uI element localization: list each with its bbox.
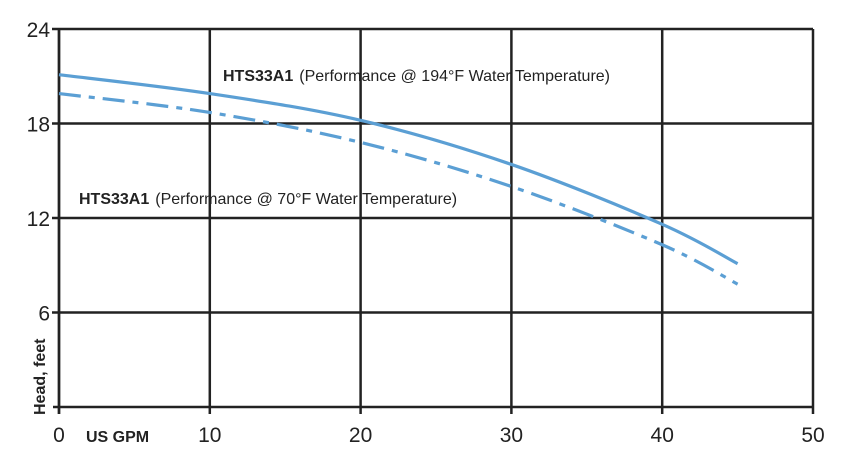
tick-labels: 0 10 20 30 40 50 6 12 18 24 [27,19,825,447]
x-tick-label: 20 [349,424,372,447]
y-axis-label: Head, feet [32,338,49,415]
x-tick-label: 50 [801,424,824,447]
series-model: HTS33A1 [223,68,293,85]
series-note: (Performance @ 194°F Water Temperature) [299,68,610,85]
grid [52,27,815,414]
series-model: HTS33A1 [79,191,149,208]
x-axis-label: US GPM [86,429,149,446]
x-tick-label: 0 [53,424,65,447]
x-tick-label: 40 [651,424,674,447]
series-note: (Performance @ 70°F Water Temperature) [155,191,457,208]
x-tick-label: 30 [500,424,523,447]
curve-194f [58,73,739,266]
y-tick-label: 12 [27,208,50,231]
series-label-194f: HTS33A1 (Performance @ 194°F Water Temper… [223,68,610,85]
curves [58,73,739,286]
y-tick-label: 24 [27,19,51,42]
y-tick-label: 18 [27,114,50,137]
curve-70f [58,91,739,286]
series-label-70f: HTS33A1 (Performance @ 70°F Water Tempera… [79,191,457,208]
y-tick-label: 6 [38,303,50,326]
x-tick-label: 10 [198,424,221,447]
